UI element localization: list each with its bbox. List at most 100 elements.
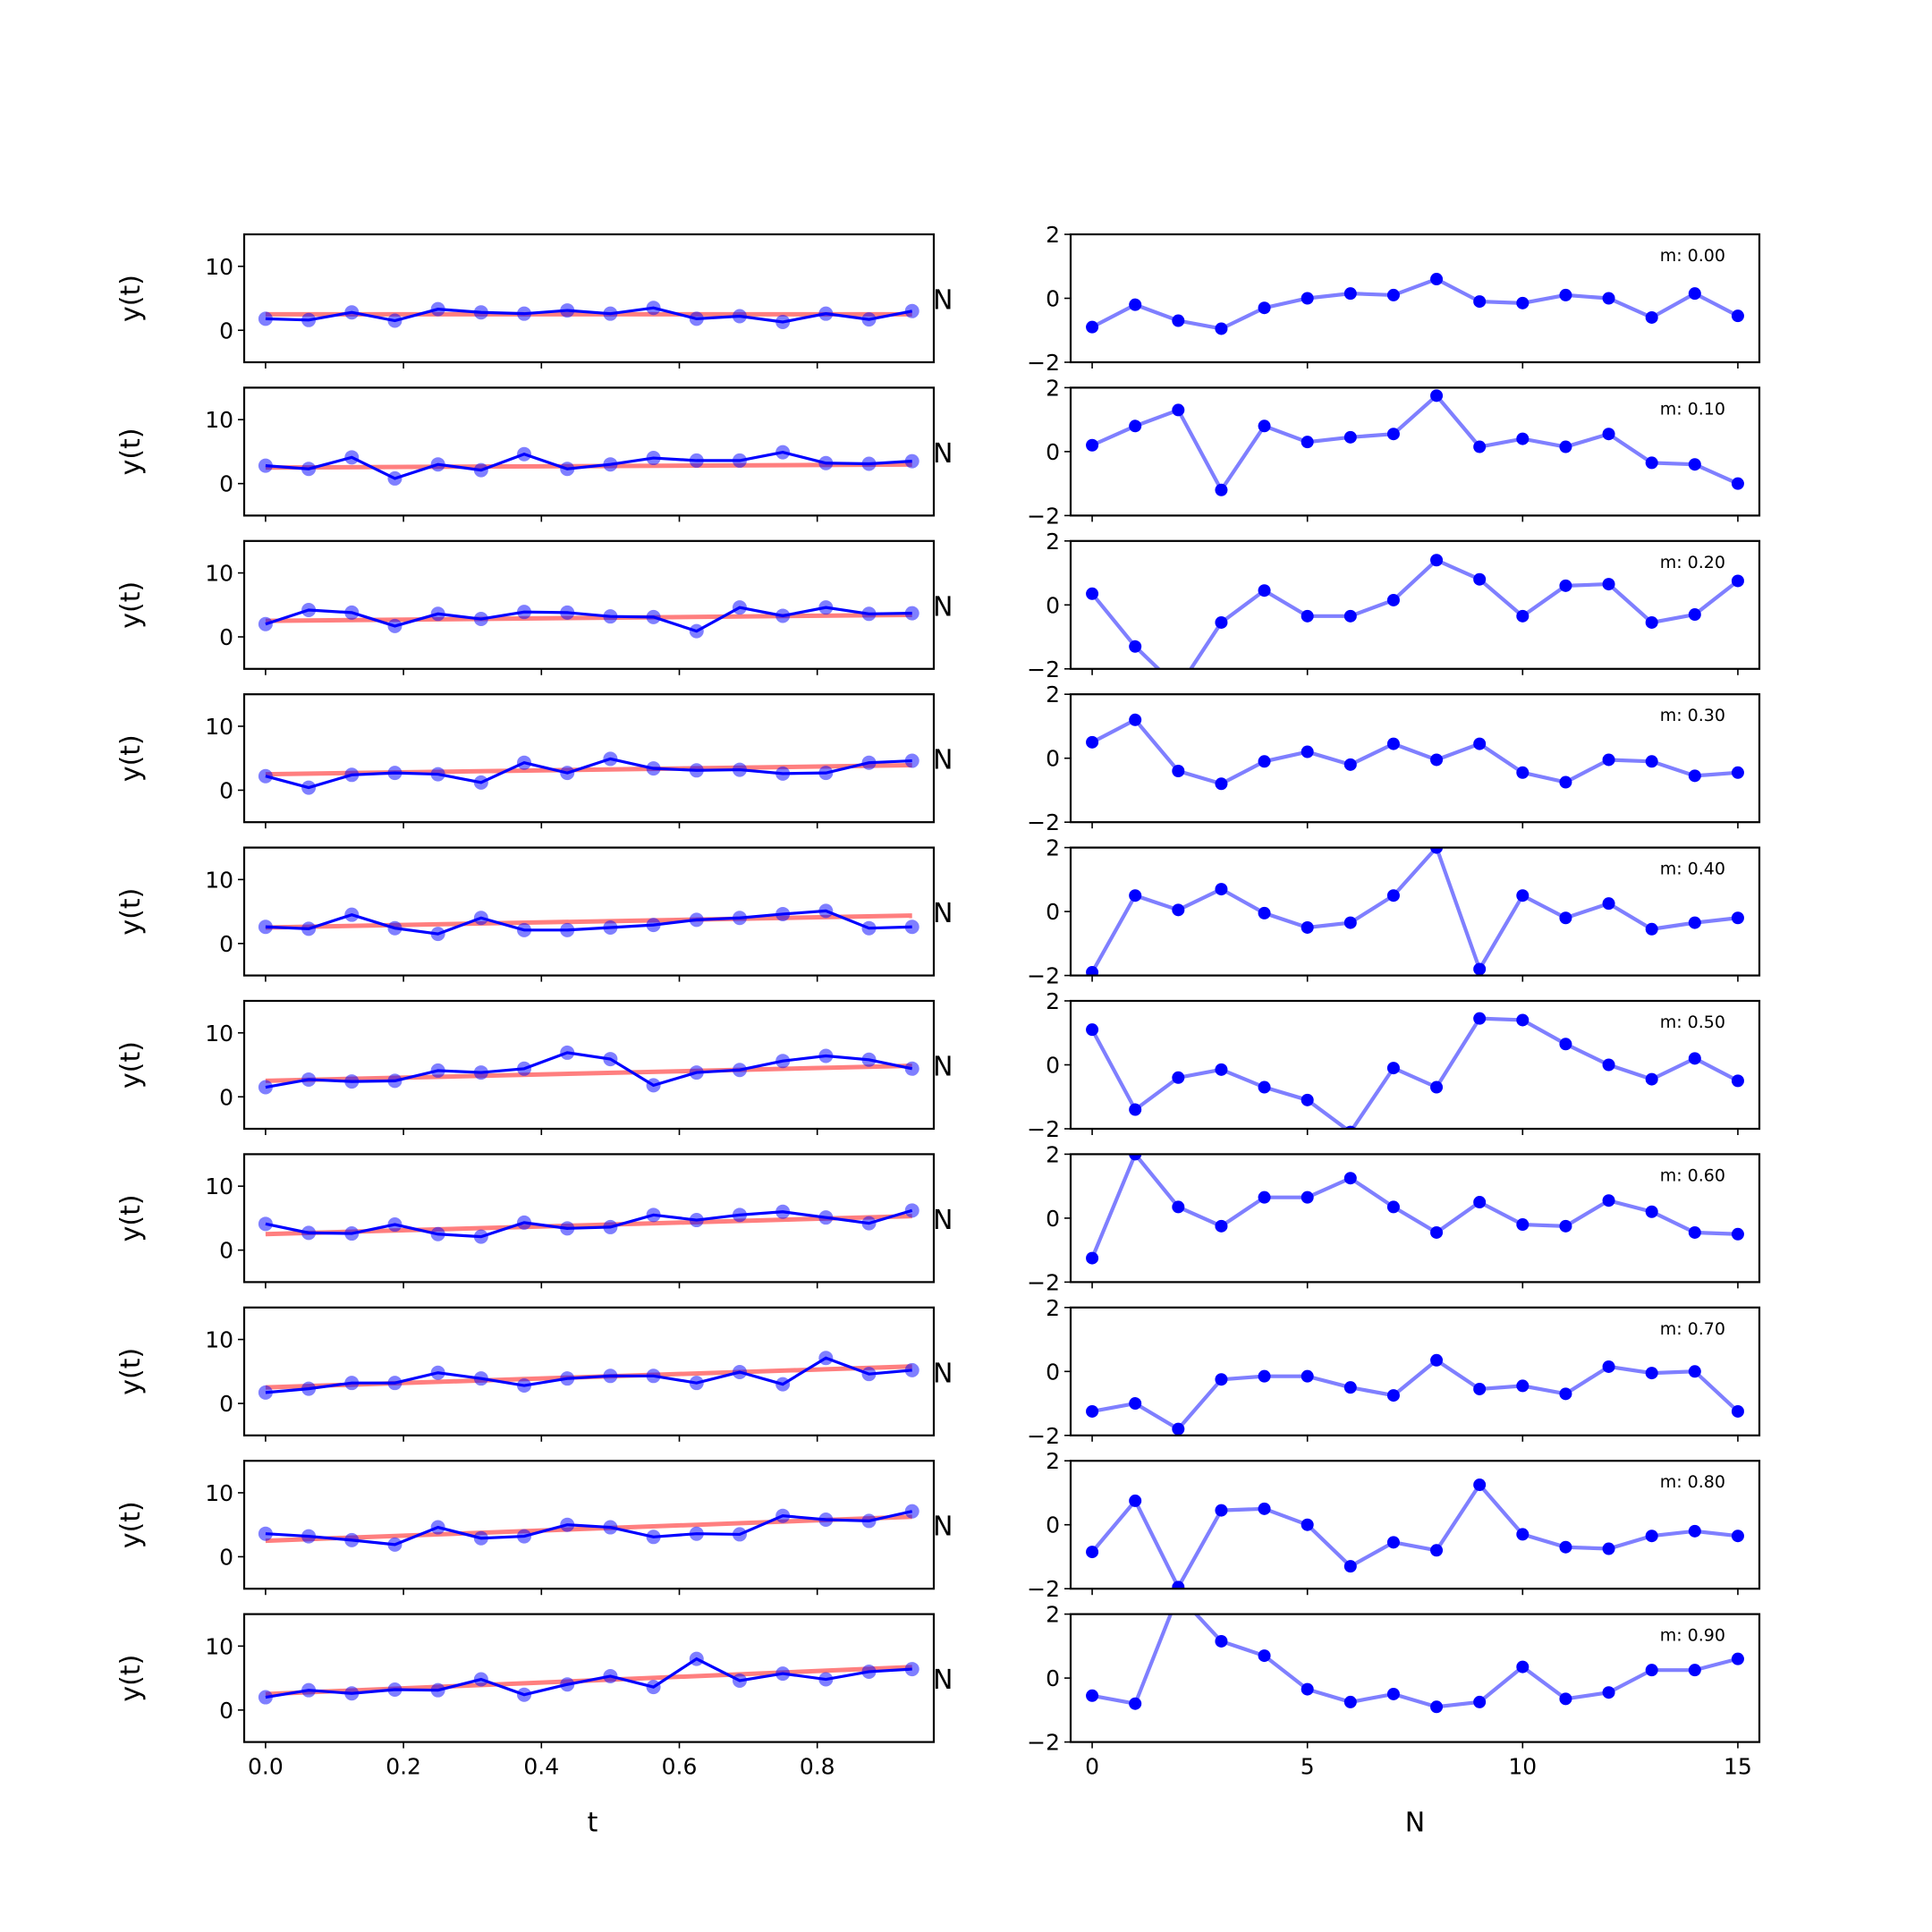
z-data-point xyxy=(1343,609,1357,623)
z-data-point xyxy=(1215,1634,1228,1648)
y-data-point xyxy=(904,1061,919,1076)
z-data-point xyxy=(1688,287,1701,301)
y-data-point xyxy=(861,755,877,770)
y-data-point xyxy=(473,305,488,320)
y-tick-label: −2 xyxy=(1027,1116,1060,1142)
y-data-point xyxy=(603,1368,618,1384)
y-data-point xyxy=(258,458,273,473)
y-tick-label: 0 xyxy=(219,1238,233,1264)
y-data-point xyxy=(430,1682,445,1698)
y-data-point xyxy=(560,766,575,781)
right-axes-7: N −2 0 2 m: 0.70 xyxy=(933,1295,1761,1449)
y-data-point xyxy=(387,313,402,328)
right-y-axis-label: N xyxy=(933,1052,953,1083)
y-data-point xyxy=(603,1052,618,1067)
z-data-point xyxy=(1172,765,1185,777)
y-tick-label: 0 xyxy=(219,777,233,803)
z-data-point xyxy=(1258,906,1271,919)
z-data-point xyxy=(1215,1063,1228,1076)
z-data-point xyxy=(1343,287,1357,301)
z-data-point xyxy=(1602,1194,1615,1208)
right-axes-4: N −2 0 2 m: 0.40 xyxy=(933,835,1761,989)
z-data-point xyxy=(1473,1382,1487,1395)
z-data-point xyxy=(1086,1023,1099,1037)
y-data-point xyxy=(861,1216,877,1231)
y-tick-label: 10 xyxy=(205,1633,233,1659)
y-data-point xyxy=(732,600,747,615)
z-data-point xyxy=(1516,766,1530,779)
z-data-point xyxy=(1645,1367,1658,1380)
y-tick-label: 10 xyxy=(205,407,233,433)
y-data-point xyxy=(560,1517,575,1532)
y-data-point xyxy=(775,1054,791,1069)
y-data-point xyxy=(430,457,445,472)
y-data-point xyxy=(818,903,834,919)
y-data-point xyxy=(344,907,360,922)
y-tick-label: 2 xyxy=(1046,1295,1060,1321)
z-series-line xyxy=(1091,276,1739,331)
axes-background xyxy=(244,694,934,823)
z-data-point xyxy=(1215,1373,1228,1386)
axes-background xyxy=(1071,1001,1759,1129)
z-data-point xyxy=(1473,1012,1487,1025)
z-data-point xyxy=(1516,1528,1530,1541)
z-data-point xyxy=(1172,1580,1185,1589)
z-data-point xyxy=(1343,1381,1357,1394)
y-data-point xyxy=(301,780,317,795)
z-data-point xyxy=(1172,1422,1185,1436)
z-data-point xyxy=(1430,1080,1444,1094)
y-tick-label: 0 xyxy=(1046,1053,1060,1079)
z-data-point xyxy=(1645,1072,1658,1086)
panel-row-4: 0 10 y(t) N −2 0 2 m: 0.40 xyxy=(115,835,1761,989)
axes-background xyxy=(1071,540,1759,669)
y-data-point xyxy=(904,453,919,469)
z-data-point xyxy=(1386,1062,1400,1075)
panel-row-2: 0 10 y(t) N −2 0 2 m: 0.20 xyxy=(115,529,1761,682)
x-tick-label: 0.8 xyxy=(800,1754,835,1780)
z-data-point xyxy=(1688,608,1701,622)
axes-background xyxy=(1071,694,1759,823)
y-data-point xyxy=(387,1073,402,1089)
z-data-point xyxy=(1516,1379,1530,1393)
z-data-point xyxy=(1688,1052,1701,1065)
axes-frame xyxy=(242,1153,936,1284)
y-axis-label: y(t) xyxy=(115,1501,147,1548)
z-data-point xyxy=(1172,903,1185,917)
z-data-point xyxy=(1731,574,1744,588)
z-series-line xyxy=(1091,717,1739,786)
y-data-point xyxy=(775,314,791,329)
y-data-point xyxy=(387,1537,402,1552)
y-series-line xyxy=(265,757,912,790)
z-data-point xyxy=(1258,301,1271,315)
z-data-point xyxy=(1301,436,1314,449)
y-data-point xyxy=(603,919,618,935)
y-tick-label: 0 xyxy=(219,1544,233,1570)
z-data-point xyxy=(1688,1524,1701,1538)
z-data-point xyxy=(1258,1369,1271,1383)
y-data-point xyxy=(301,1682,317,1698)
y-data-point xyxy=(301,603,317,618)
y-tick-label: −2 xyxy=(1027,809,1060,835)
y-data-point xyxy=(517,605,532,620)
y-tick-label: 0 xyxy=(219,931,233,957)
z-data-point xyxy=(1301,745,1314,758)
y-tick-label: 2 xyxy=(1046,529,1060,555)
y-data-point xyxy=(689,763,704,778)
y-data-point xyxy=(344,1686,360,1701)
panel-row-8: 0 10 y(t) N −2 0 2 m: 0.80 xyxy=(115,1448,1761,1602)
y-data-point xyxy=(775,766,791,781)
axes-frame xyxy=(242,693,936,824)
axes-frame xyxy=(242,386,936,517)
y-data-point xyxy=(473,1672,488,1687)
panel-row-0: 0 10 y(t) N −2 0 2 m: 0.00 xyxy=(115,222,1761,376)
y-data-point xyxy=(904,753,919,768)
z-data-point xyxy=(1215,777,1228,791)
right-axes-8: N −2 0 2 m: 0.80 xyxy=(933,1448,1761,1602)
y-tick-label: 10 xyxy=(205,561,233,587)
z-data-point xyxy=(1516,296,1530,309)
y-data-point xyxy=(775,608,791,623)
z-data-point xyxy=(1602,1686,1615,1699)
z-data-point xyxy=(1645,1664,1658,1677)
z-series-line xyxy=(1090,1016,1739,1129)
z-data-point xyxy=(1559,1692,1572,1706)
